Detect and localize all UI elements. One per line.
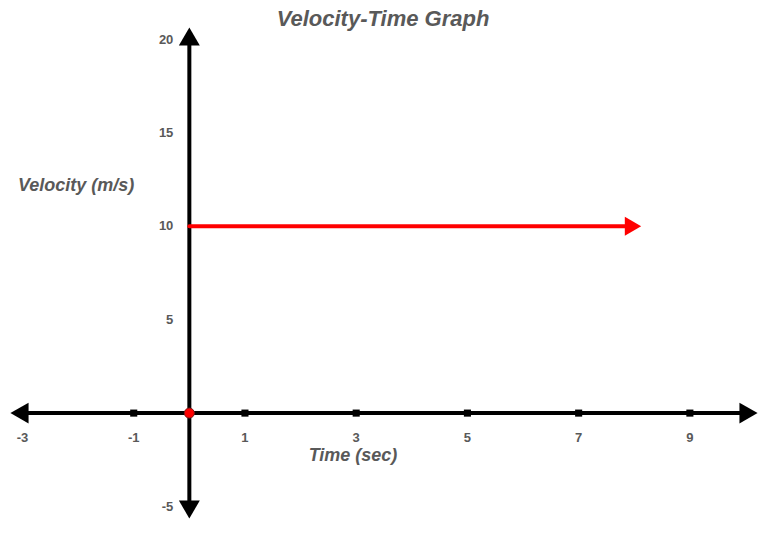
svg-text:7: 7 [575,430,582,445]
svg-text:-3: -3 [17,430,29,445]
svg-text:5: 5 [166,312,173,327]
svg-text:-1: -1 [128,430,140,445]
svg-text:20: 20 [159,32,173,47]
svg-text:15: 15 [159,125,173,140]
svg-text:9: 9 [686,430,693,445]
html-text:Time (sec): Time (sec) [308,445,398,465]
svg-text:5: 5 [464,430,471,445]
svg-text:1: 1 [241,430,248,445]
html-text:Velocity (m/s): Velocity (m/s) [18,175,135,195]
svg-text:10: 10 [159,218,173,233]
html-text:Velocity-Time Graph: Velocity-Time Graph [276,6,490,31]
svg-text:-5: -5 [162,499,174,514]
svg-text:3: 3 [353,430,360,445]
